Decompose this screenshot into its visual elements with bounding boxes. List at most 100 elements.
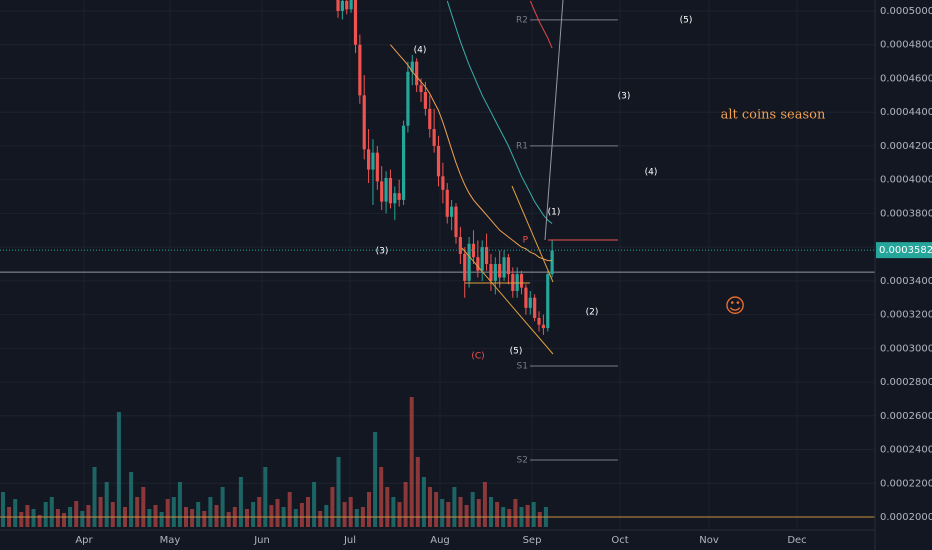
volume-bar	[245, 509, 249, 527]
candle-body	[406, 71, 410, 126]
volume-bar	[385, 487, 390, 527]
candle-body	[506, 257, 511, 275]
candle-body	[388, 177, 393, 204]
volume-bar	[104, 482, 109, 527]
x-tick-label: Jun	[253, 535, 270, 546]
wave-label: (2)	[586, 308, 599, 318]
volume-bar	[440, 499, 445, 527]
volume-bar	[1, 492, 5, 527]
volume-bar	[62, 513, 66, 527]
volume-bar	[208, 497, 213, 527]
wedge-line	[461, 247, 554, 355]
volume-bar	[165, 499, 170, 527]
pivot-label: R2	[516, 15, 528, 25]
volume-bar	[354, 509, 359, 527]
volume-bar	[446, 502, 451, 527]
volume-bar	[428, 487, 432, 527]
annotation: alt coins season	[721, 108, 826, 123]
candle-body	[467, 243, 471, 281]
volume-bar	[476, 499, 481, 527]
volume-bar	[391, 497, 396, 527]
volume-bar	[19, 512, 24, 527]
candle-body	[528, 297, 532, 308]
volume-bar	[190, 509, 195, 527]
candle-body	[380, 181, 384, 202]
candle-body	[471, 243, 476, 258]
volume-bar	[116, 412, 121, 527]
volume-bar	[49, 497, 54, 527]
moving-average	[529, 0, 553, 49]
candle-body	[498, 264, 502, 278]
wave-label: (5)	[680, 16, 693, 26]
volume-bar	[55, 509, 60, 527]
candle-body	[423, 91, 427, 109]
last-price-label: 0.00035822	[879, 245, 932, 256]
volume-bar	[43, 502, 48, 527]
candle-body	[371, 152, 375, 170]
wave-label: (1)	[548, 208, 561, 218]
volume-bar	[299, 503, 304, 527]
volume-bar	[373, 432, 378, 527]
volume-bar	[403, 482, 408, 527]
candle-body	[533, 297, 537, 318]
volume-bar	[397, 502, 402, 527]
volume-bar	[348, 497, 353, 527]
candle-body	[541, 324, 545, 329]
volume-bar	[324, 505, 329, 527]
candle-body	[550, 250, 554, 275]
volume-bar	[434, 492, 439, 527]
candle-body	[415, 61, 419, 86]
volume-bar	[293, 509, 298, 527]
pivot-label: P	[523, 236, 529, 246]
pivot-label: S1	[517, 362, 528, 372]
volume-bar	[141, 487, 146, 527]
grid	[0, 0, 875, 530]
y-tick-label: 0.00020000	[880, 512, 932, 523]
moving-average	[446, 0, 553, 224]
volume-bar	[513, 499, 518, 527]
volume-bar	[37, 515, 42, 527]
volume-bar	[269, 505, 274, 527]
candle-body	[493, 264, 497, 281]
volume-bar	[110, 502, 115, 527]
x-tick-label: Nov	[699, 535, 719, 546]
volume-bar	[495, 502, 500, 527]
candle-body	[345, 0, 349, 10]
volume-bar	[421, 477, 426, 527]
candle-body	[454, 206, 458, 238]
drawings	[461, 0, 564, 355]
wave-label: (5)	[510, 347, 523, 357]
x-tick-label: Apr	[75, 535, 93, 546]
volume-bar	[312, 482, 317, 527]
volume-bar	[489, 497, 493, 527]
wedge-line	[511, 185, 554, 283]
wave-label: (C)	[471, 352, 484, 362]
volume-bar	[482, 482, 487, 527]
candle-body	[358, 44, 362, 96]
volume-bar	[159, 512, 164, 527]
candle-body	[450, 206, 454, 217]
candle-body	[410, 61, 414, 72]
candle-body	[432, 129, 436, 146]
candle-body	[436, 145, 441, 177]
candle-body	[401, 125, 406, 200]
x-tick-label: Jul	[343, 535, 356, 546]
wave-label: (3)	[618, 92, 631, 102]
candle-body	[397, 193, 401, 200]
volume-bar	[537, 512, 542, 527]
candle-body	[546, 274, 550, 329]
candle-body	[458, 237, 462, 254]
volume-bar	[531, 502, 536, 527]
volume-bar	[171, 497, 176, 527]
last-price-box	[876, 242, 932, 259]
volume-bar	[367, 492, 371, 527]
candle-body	[353, 0, 358, 45]
